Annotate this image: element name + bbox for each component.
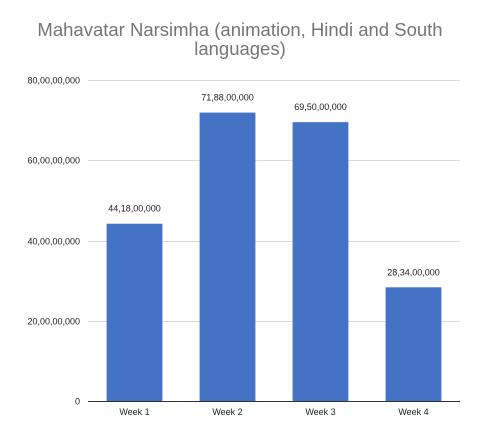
x-tick-label: Week 4 (398, 407, 428, 417)
data-label: 71,88,00,000 (201, 93, 254, 103)
x-tick-label: Week 2 (212, 407, 242, 417)
chart-title: Mahavatar Narsimha (animation, Hindi and… (0, 20, 480, 58)
data-label: 69,50,00,000 (294, 102, 347, 112)
data-label: 28,34,00,000 (387, 267, 440, 277)
chart-title-line-2: languages) (194, 38, 286, 59)
data-label: 44,18,00,000 (108, 204, 161, 214)
y-tick-label: 60,00,00,000 (27, 156, 80, 166)
bar (385, 287, 442, 401)
bar (199, 112, 256, 402)
x-tick-label: Week 3 (305, 407, 335, 417)
chart-title-line-1: Mahavatar Narsimha (animation, Hindi and… (37, 19, 443, 40)
x-tick-label: Week 1 (119, 407, 149, 417)
bar (292, 122, 349, 401)
bar (106, 223, 163, 401)
y-tick-label: 80,00,00,000 (27, 76, 80, 86)
y-tick-label: 40,00,00,000 (27, 237, 80, 247)
y-tick-label: 20,00,00,000 (27, 317, 80, 327)
y-tick-label: 0 (75, 397, 80, 407)
